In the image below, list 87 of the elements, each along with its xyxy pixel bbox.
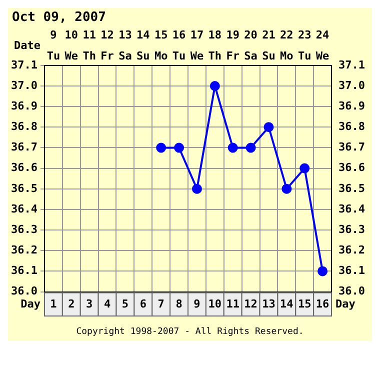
text: We — [190, 49, 204, 62]
x-tick-label: 15 — [298, 297, 312, 310]
y2-tick-label: 36.7 — [338, 140, 366, 154]
x-tick-label: 1 — [50, 297, 58, 310]
y-tick-label: 36.4 — [10, 202, 38, 216]
x-tick-label: 10 — [208, 297, 222, 310]
point — [210, 80, 220, 91]
text: Mo — [154, 49, 168, 62]
y-tick-label: 36.5 — [10, 182, 38, 195]
x-tick-label: 7 — [158, 297, 164, 310]
x2-tick-label: 23 — [298, 28, 312, 42]
x-tick-label: 4 — [104, 297, 111, 310]
y-tick-label: 36.1 — [10, 264, 38, 278]
text: Th — [208, 49, 222, 62]
y2-tick-label: 36.1 — [338, 264, 366, 278]
y2-tick-label: 36.6 — [338, 161, 366, 174]
x-tick-label: 13 — [262, 297, 276, 310]
point — [282, 184, 292, 194]
x2-tick-label: 17 — [190, 28, 204, 42]
text: Tu — [298, 49, 312, 62]
x-tick-label: 6 — [140, 297, 147, 310]
x-tick-label: 3 — [86, 297, 93, 310]
x-axis-title: Day — [336, 297, 356, 310]
x-tick-label: 14 — [280, 297, 294, 310]
x2-tick-label: 13 — [118, 28, 132, 42]
x2-tick-label: 22 — [280, 28, 294, 42]
x2-tick-label: 15 — [154, 28, 168, 42]
y2-tick-label: 36.4 — [338, 202, 366, 216]
y-tick-label: 36.6 — [10, 161, 38, 174]
y2-tick-label: 37.0 — [338, 78, 366, 92]
text: Sa — [244, 49, 258, 62]
point — [246, 142, 256, 153]
point — [300, 163, 310, 174]
y-tick-label: 36.2 — [10, 243, 38, 256]
x2-tick-label: 12 — [100, 28, 114, 42]
text: Fr — [226, 49, 240, 62]
x2-tick-label: 21 — [262, 28, 276, 42]
x2-tick-label: 10 — [64, 28, 78, 42]
x-tick-label: 9 — [194, 297, 200, 310]
point — [192, 184, 202, 194]
chart-title: Oct 09, 2007 — [11, 9, 107, 27]
y2-tick-label: 36.5 — [338, 182, 366, 195]
point — [156, 142, 166, 153]
y2-tick-label: 36.9 — [338, 99, 366, 112]
text: Th — [82, 49, 96, 62]
x2-tick-label: 9 — [50, 28, 57, 42]
x2-tick-label: 14 — [136, 28, 150, 42]
y-tick-label: 36.9 — [10, 99, 38, 112]
text: Mo — [280, 49, 294, 62]
text: Tu — [172, 49, 186, 62]
y2-tick-label: 36.8 — [338, 120, 366, 134]
x-tick-label: 2 — [68, 297, 75, 310]
y-tick-label: 37.0 — [10, 78, 38, 92]
y2-tick-label: 36.0 — [338, 284, 366, 298]
text: Copyright 1998-2007 - All Rights Reserved. — [75, 326, 305, 339]
x-tick-label: 12 — [244, 297, 258, 310]
x2-tick-label: 24 — [316, 28, 330, 42]
y-tick-label: 36.3 — [10, 222, 38, 236]
x-tick-label: 5 — [122, 297, 129, 310]
x2-tick-label: 16 — [172, 28, 186, 42]
y-tick-label: 36.0 — [10, 284, 38, 298]
y2-tick-label: 36.3 — [338, 222, 366, 236]
x2-tick-label: 11 — [82, 28, 96, 42]
text: Su — [262, 49, 276, 62]
point — [318, 266, 328, 276]
x-tick-label: 8 — [176, 297, 182, 310]
text: Sa — [118, 49, 132, 62]
y2-tick-label: 36.2 — [338, 243, 366, 256]
point — [264, 122, 274, 132]
text: We — [316, 49, 330, 62]
x2-axis-title: Date — [14, 39, 41, 52]
x2-tick-label: 19 — [226, 28, 240, 42]
text: Su — [136, 49, 150, 62]
point — [174, 142, 184, 153]
y2-tick-label: 37.1 — [338, 58, 366, 72]
x-tick-label: 11 — [226, 297, 240, 310]
y-tick-label: 36.8 — [10, 120, 38, 134]
text: Day — [20, 297, 40, 310]
text: We — [64, 49, 78, 62]
point — [228, 142, 238, 153]
x2-tick-label: 18 — [208, 28, 222, 42]
x-tick-label: 16 — [316, 297, 330, 310]
y-tick-label: 36.7 — [10, 140, 38, 154]
y-tick-label: 37.1 — [10, 58, 38, 72]
x2-tick-label: 20 — [244, 28, 258, 42]
text: Fr — [100, 49, 114, 62]
text: Tu — [46, 49, 60, 62]
